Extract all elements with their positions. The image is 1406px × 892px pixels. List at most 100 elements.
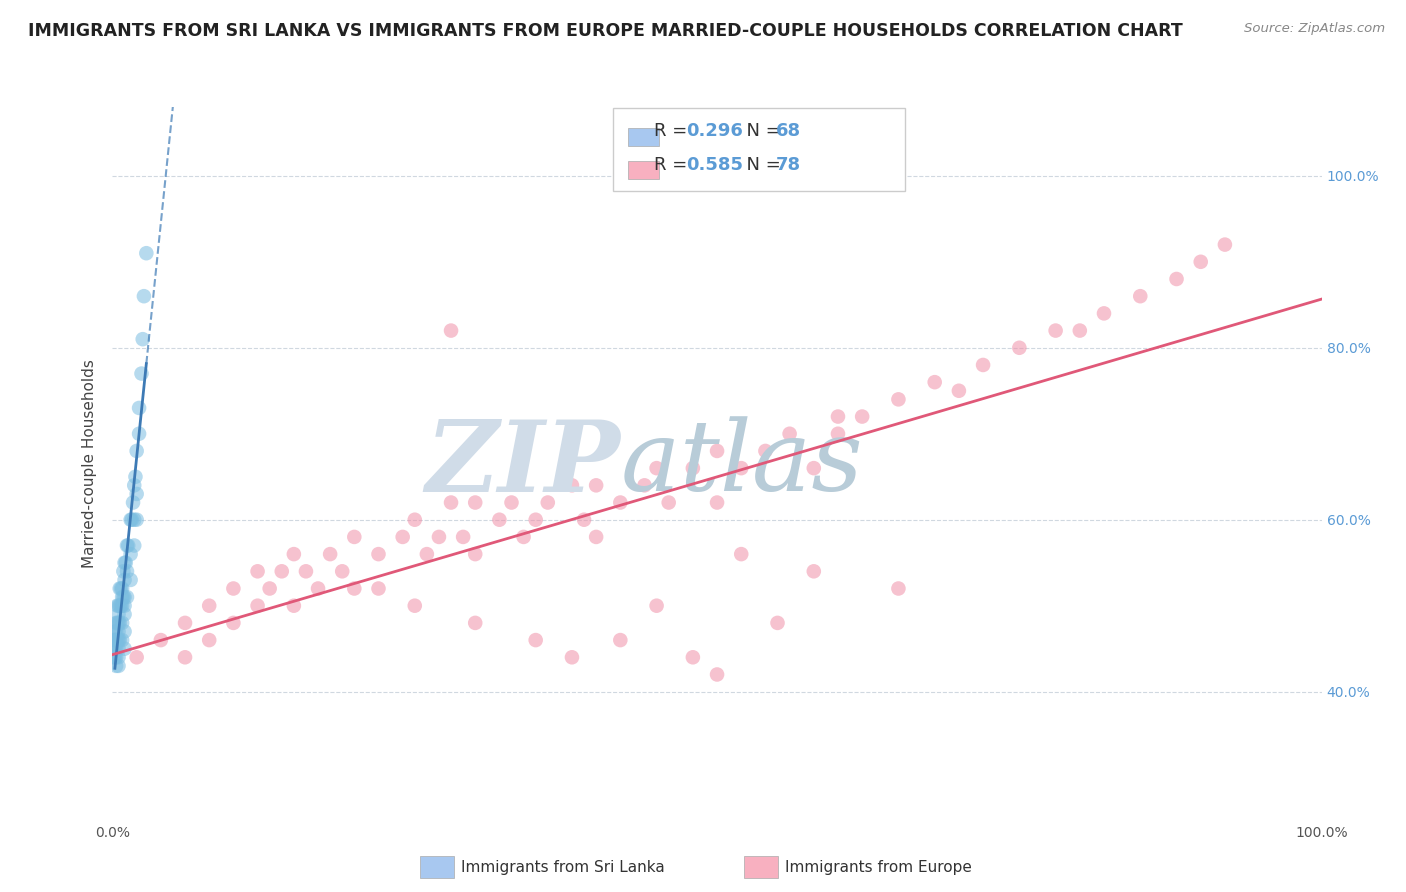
Point	[174, 650, 197, 665]
Point	[105, 599, 128, 613]
Point	[524, 633, 547, 648]
Point	[115, 539, 138, 553]
Point	[105, 615, 128, 630]
Point	[108, 633, 131, 648]
Point	[111, 590, 134, 604]
Point	[128, 426, 150, 441]
Point	[132, 289, 155, 303]
Point	[283, 547, 305, 561]
Point	[120, 547, 142, 561]
Point	[924, 375, 946, 389]
Y-axis label: Married-couple Households: Married-couple Households	[82, 359, 97, 568]
Point	[103, 650, 125, 665]
Point	[706, 495, 728, 509]
Point	[488, 513, 510, 527]
Point	[222, 615, 245, 630]
Text: Source: ZipAtlas.com: Source: ZipAtlas.com	[1244, 22, 1385, 36]
Point	[464, 615, 486, 630]
Point	[120, 573, 142, 587]
Point	[343, 530, 366, 544]
Text: 0.585: 0.585	[686, 156, 744, 174]
Point	[283, 599, 305, 613]
Text: 0.296: 0.296	[686, 122, 742, 140]
Point	[198, 599, 221, 613]
Point	[105, 650, 128, 665]
Point	[117, 539, 139, 553]
Point	[706, 444, 728, 458]
Point	[391, 530, 413, 544]
Point	[585, 530, 607, 544]
Point	[270, 564, 292, 578]
Point	[111, 599, 134, 613]
Point	[104, 650, 127, 665]
Point	[887, 582, 910, 596]
Point	[128, 401, 150, 415]
Point	[645, 461, 668, 475]
Point	[730, 461, 752, 475]
Point	[108, 582, 131, 596]
Point	[115, 564, 138, 578]
Point	[111, 615, 134, 630]
Point	[107, 615, 129, 630]
Text: ZIP: ZIP	[426, 416, 620, 512]
Point	[754, 444, 776, 458]
Point	[105, 641, 128, 656]
Point	[246, 564, 269, 578]
Point	[104, 641, 127, 656]
Text: IMMIGRANTS FROM SRI LANKA VS IMMIGRANTS FROM EUROPE MARRIED-COUPLE HOUSEHOLDS CO: IMMIGRANTS FROM SRI LANKA VS IMMIGRANTS …	[28, 22, 1182, 40]
Point	[1045, 324, 1067, 338]
Point	[114, 556, 136, 570]
Point	[803, 564, 825, 578]
Text: 68: 68	[776, 122, 801, 140]
Point	[107, 641, 129, 656]
Point	[827, 426, 849, 441]
Point	[115, 590, 138, 604]
Text: 78: 78	[776, 156, 801, 174]
Text: Immigrants from Europe: Immigrants from Europe	[785, 860, 972, 874]
Point	[107, 624, 129, 639]
Point	[135, 246, 157, 260]
Point	[524, 513, 547, 527]
Point	[451, 530, 474, 544]
Point	[125, 650, 148, 665]
Point	[122, 513, 145, 527]
Point	[501, 495, 523, 509]
Point	[122, 478, 145, 492]
Point	[730, 547, 752, 561]
Point	[658, 495, 681, 509]
Point	[125, 487, 148, 501]
Point	[343, 582, 366, 596]
Point	[105, 615, 128, 630]
Point	[779, 426, 801, 441]
Point	[464, 495, 486, 509]
Point	[427, 530, 450, 544]
Point	[114, 590, 136, 604]
Point	[122, 495, 145, 509]
Point	[1213, 237, 1236, 252]
Point	[1166, 272, 1188, 286]
Point	[125, 444, 148, 458]
Text: N =: N =	[735, 122, 787, 140]
Point	[107, 607, 129, 622]
Point	[307, 582, 329, 596]
Point	[107, 599, 129, 613]
Text: N =: N =	[735, 156, 787, 174]
Point	[440, 324, 463, 338]
Point	[561, 650, 583, 665]
Point	[585, 478, 607, 492]
Point	[110, 599, 132, 613]
Point	[105, 624, 128, 639]
Point	[512, 530, 534, 544]
Point	[440, 495, 463, 509]
Point	[111, 582, 134, 596]
Point	[103, 641, 125, 656]
Point	[112, 564, 135, 578]
Point	[561, 478, 583, 492]
Point	[105, 633, 128, 648]
Point	[295, 564, 318, 578]
Point	[131, 367, 153, 381]
Point	[464, 547, 486, 561]
Text: R =: R =	[654, 122, 693, 140]
Point	[1189, 254, 1212, 268]
Point	[827, 409, 849, 424]
